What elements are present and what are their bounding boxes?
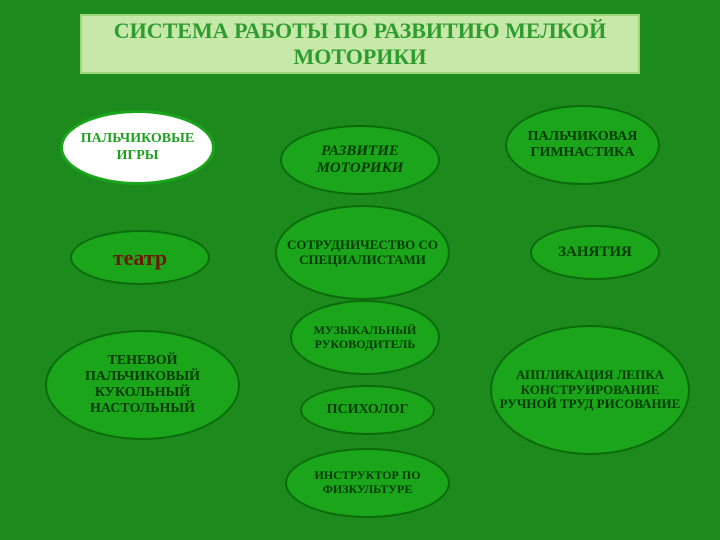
node-label: СОТРУДНИЧЕСТВО СО СПЕЦИАЛИСТАМИ [281,238,444,268]
node-label: ТЕНЕВОЙ ПАЛЬЧИКОВЫЙ КУКОЛЬНЫЙ НАСТОЛЬНЫЙ [51,353,234,417]
node-music-director: МУЗЫКАЛЬНЫЙ РУКОВОДИТЕЛЬ [290,300,440,375]
node-classes: ЗАНЯТИЯ [530,225,660,280]
node-finger-games: ПАЛЬЧИКОВЫЕ ИГРЫ [60,110,215,185]
diagram-title-text: СИСТЕМА РАБОТЫ ПО РАЗВИТИЮ МЕЛКОЙ МОТОРИ… [90,18,630,71]
node-label: РАЗВИТИЕ МОТОРИКИ [286,143,434,178]
node-theatre: театр [70,230,210,285]
node-label: ПАЛЬЧИКОВАЯ ГИМНАСТИКА [511,129,654,161]
node-label: ПАЛЬЧИКОВЫЕ ИГРЫ [67,131,208,163]
node-label: ЗАНЯТИЯ [558,244,632,261]
node-cooperation: СОТРУДНИЧЕСТВО СО СПЕЦИАЛИСТАМИ [275,205,450,300]
diagram-stage: СИСТЕМА РАБОТЫ ПО РАЗВИТИЮ МЕЛКОЙ МОТОРИ… [0,0,720,540]
node-activities: АППЛИКАЦИЯ ЛЕПКА КОНСТРУИРОВАНИЕ РУЧНОЙ … [490,325,690,455]
diagram-title: СИСТЕМА РАБОТЫ ПО РАЗВИТИЮ МЕЛКОЙ МОТОРИ… [80,14,640,74]
node-motor-development: РАЗВИТИЕ МОТОРИКИ [280,125,440,195]
node-theatre-types: ТЕНЕВОЙ ПАЛЬЧИКОВЫЙ КУКОЛЬНЫЙ НАСТОЛЬНЫЙ [45,330,240,440]
node-label: ИНСТРУКТОР ПО ФИЗКУЛЬТУРЕ [291,469,444,497]
node-label: МУЗЫКАЛЬНЫЙ РУКОВОДИТЕЛЬ [296,324,434,352]
node-label: театр [113,245,167,270]
node-psychologist: ПСИХОЛОГ [300,385,435,435]
node-pe-instructor: ИНСТРУКТОР ПО ФИЗКУЛЬТУРЕ [285,448,450,518]
node-finger-gymnastics: ПАЛЬЧИКОВАЯ ГИМНАСТИКА [505,105,660,185]
node-label: АППЛИКАЦИЯ ЛЕПКА КОНСТРУИРОВАНИЕ РУЧНОЙ … [496,368,684,413]
node-label: ПСИХОЛОГ [327,402,409,418]
